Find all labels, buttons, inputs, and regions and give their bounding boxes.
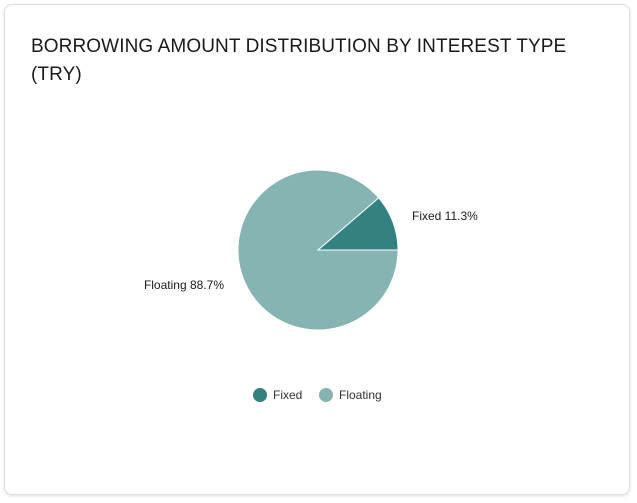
- chart-card: BORROWING AMOUNT DISTRIBUTION BY INTERES…: [4, 4, 630, 495]
- pie-slice-floating[interactable]: [237, 169, 399, 331]
- pie-slices: [237, 169, 399, 331]
- slice-label-fixed: Fixed 11.3%: [412, 209, 478, 223]
- legend-swatch-fixed[interactable]: [253, 388, 267, 402]
- legend-label-floating[interactable]: Floating: [339, 388, 382, 402]
- legend-swatch-floating[interactable]: [319, 388, 333, 402]
- slice-label-floating: Floating 88.7%: [144, 278, 224, 292]
- legend-label-fixed[interactable]: Fixed: [273, 388, 302, 402]
- chart-title: BORROWING AMOUNT DISTRIBUTION BY INTERES…: [31, 36, 567, 85]
- chart-legend: Fixed Floating: [253, 388, 382, 402]
